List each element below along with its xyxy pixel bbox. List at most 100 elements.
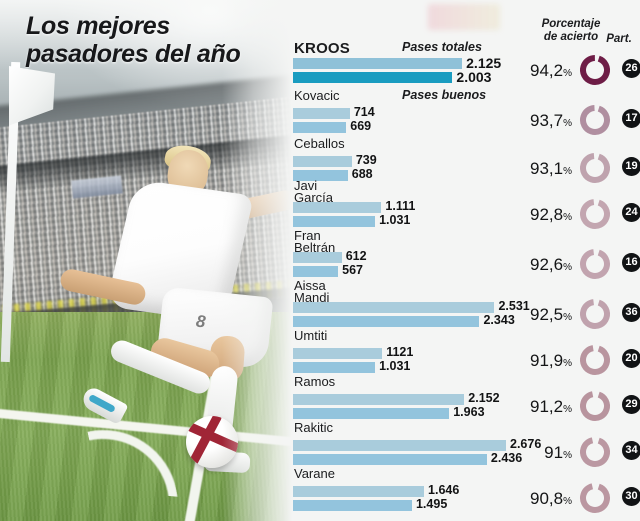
bar-pases-totales: [293, 156, 352, 167]
percent-acierto: 92,5%: [498, 305, 572, 325]
player-name: Ceballos: [294, 136, 345, 151]
accuracy-donut-icon: [580, 199, 610, 229]
page-title: Los mejores pasadores del año: [26, 12, 241, 68]
header-pases-totales: Pases totales: [402, 40, 482, 54]
bar-pases-totales: [293, 252, 342, 263]
bar-pases-totales: [293, 394, 465, 405]
value-pases-buenos: 2.436: [490, 451, 523, 465]
percent-suffix: %: [563, 118, 572, 129]
player-name: Umtiti: [294, 328, 328, 343]
percent-suffix: %: [563, 262, 572, 273]
partidos-badge: 17: [622, 109, 640, 128]
player-photo: 8: [0, 0, 292, 521]
accuracy-donut-icon: [580, 105, 610, 135]
value-pases-buenos: 1.031: [379, 213, 411, 227]
player-name: Javi García: [294, 178, 334, 206]
bar-pases-totales: [293, 486, 425, 497]
player-name: Aissa Mandi: [294, 278, 330, 306]
percent-suffix: %: [563, 68, 572, 79]
header-pases-buenos: Pases buenos: [402, 88, 487, 102]
player-name: Fran Beltrán: [294, 228, 336, 256]
percent-value: 92,5: [530, 305, 564, 324]
accuracy-donut-icon: [580, 55, 610, 85]
bar-pases-totales: [293, 348, 383, 359]
partidos-badge: 30: [622, 487, 640, 506]
player-name: Ramos: [294, 374, 336, 389]
player-name: Kovacic: [294, 88, 340, 103]
bar-pases-totales: [293, 108, 350, 119]
partidos-badge: 20: [622, 349, 640, 368]
percent-suffix: %: [563, 404, 572, 415]
percent-suffix: %: [563, 166, 572, 177]
percent-acierto: 91,2%: [498, 397, 572, 417]
percent-acierto: 92,6%: [498, 255, 572, 275]
percent-value: 92,8: [530, 205, 564, 224]
header-partidos: Part.: [606, 33, 632, 45]
partidos-badge: 24: [622, 203, 640, 222]
value-pases-totales: 2.125: [466, 55, 502, 71]
percent-suffix: %: [563, 358, 572, 369]
accuracy-donut-icon: [580, 483, 610, 513]
photo-right-fade: [222, 0, 292, 521]
bar-pases-totales: [293, 202, 382, 213]
percent-value: 91: [544, 443, 564, 462]
partidos-badge: 19: [622, 157, 640, 176]
percent-acierto: 93,1%: [498, 159, 572, 179]
accuracy-donut-icon: [580, 153, 610, 183]
bar-pases-totales: [293, 302, 495, 313]
percent-value: 90,8: [530, 489, 564, 508]
bar-pases-buenos: [293, 170, 348, 181]
bar-pases-buenos: [293, 72, 453, 83]
value-pases-totales: 714: [353, 105, 375, 119]
percent-value: 91,2: [530, 397, 564, 416]
bar-pases-buenos: [293, 266, 339, 277]
value-pases-buenos: 688: [351, 167, 373, 181]
value-pases-totales: 612: [345, 249, 367, 263]
percent-suffix: %: [563, 212, 572, 223]
value-pases-totales: 1.111: [385, 199, 416, 213]
value-pases-buenos: 1.031: [379, 359, 411, 373]
bar-pases-buenos: [293, 316, 480, 327]
value-pases-totales: 739: [355, 153, 377, 167]
value-pases-buenos: 1.495: [415, 497, 448, 511]
percent-acierto: 92,8%: [498, 205, 572, 225]
player-name: Rakitic: [294, 420, 334, 435]
percent-value: 93,7: [530, 111, 564, 130]
percent-value: 93,1: [530, 159, 564, 178]
value-pases-buenos: 567: [342, 263, 363, 277]
value-pases-buenos: 669: [350, 119, 372, 133]
bar-pases-buenos: [293, 216, 376, 227]
accuracy-donut-icon: [580, 299, 610, 329]
bar-pases-buenos: [293, 122, 347, 133]
bar-pases-buenos: [293, 408, 450, 419]
value-pases-totales: 1121: [386, 345, 414, 359]
percent-suffix: %: [563, 312, 572, 323]
percent-value: 91,9: [530, 351, 564, 370]
bar-pases-totales: [293, 440, 506, 451]
percent-acierto: 94,2%: [498, 61, 572, 81]
bar-pases-buenos: [293, 454, 487, 465]
partidos-badge: 16: [622, 253, 640, 272]
percent-value: 92,6: [530, 255, 564, 274]
partidos-badge: 29: [622, 395, 640, 414]
percent-suffix: %: [563, 496, 572, 507]
percent-suffix: %: [563, 450, 572, 461]
accuracy-donut-icon: [580, 437, 610, 467]
bar-pases-buenos: [293, 500, 412, 511]
chart-panel: Pases totales Pases buenos Porcentaje de…: [292, 0, 640, 521]
percent-acierto: 93,7%: [498, 111, 572, 131]
value-pases-buenos: 2.343: [483, 313, 515, 327]
bar-pases-totales: [293, 58, 463, 69]
partidos-badge: 26: [622, 59, 640, 78]
value-pases-buenos: 1.963: [453, 405, 485, 419]
watermark: [428, 4, 500, 30]
player-name: KROOS: [294, 40, 351, 57]
accuracy-donut-icon: [580, 345, 610, 375]
bar-pases-buenos: [293, 362, 376, 373]
value-pases-totales: 1.646: [428, 483, 460, 497]
accuracy-donut-icon: [580, 249, 610, 279]
percent-value: 94,2: [530, 61, 564, 80]
accuracy-donut-icon: [580, 391, 610, 421]
percent-acierto: 91,9%: [498, 351, 572, 371]
